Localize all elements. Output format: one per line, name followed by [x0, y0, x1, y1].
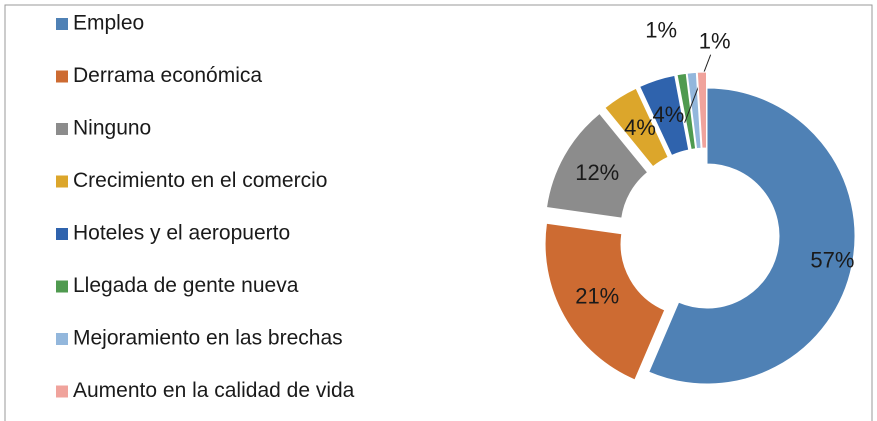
data-label: 4%	[653, 102, 685, 127]
donut-slice	[686, 71, 702, 150]
donut-slice	[676, 72, 697, 151]
data-label: 4%	[624, 115, 656, 140]
legend-swatch	[56, 70, 68, 83]
legend-label: Empleo	[73, 12, 144, 35]
legend-swatch	[56, 385, 68, 398]
legend-swatch	[56, 123, 68, 135]
legend-label: Mejoramiento en las brechas	[73, 327, 343, 350]
data-label: 1%	[699, 28, 731, 53]
legend-swatch	[56, 333, 68, 345]
legend-label: Ninguno	[73, 117, 151, 140]
donut-slice	[639, 74, 690, 157]
legend-label: Crecimiento en el comercio	[73, 169, 327, 192]
legend-swatch	[56, 280, 68, 293]
donut-slice	[545, 112, 649, 219]
data-label: 12%	[575, 160, 619, 185]
data-label: 21%	[575, 284, 619, 309]
donut-slice	[604, 87, 669, 168]
legend-swatch	[56, 228, 68, 240]
frame	[4, 4, 873, 421]
data-label: 57%	[810, 248, 854, 273]
legend-swatch	[56, 175, 68, 188]
leader-line	[684, 54, 712, 123]
legend-swatch	[56, 18, 68, 30]
donut-slice	[544, 222, 666, 381]
donut-slice	[648, 87, 856, 385]
legend-label: Hoteles y el aeropuerto	[73, 222, 290, 245]
donut-slice	[696, 71, 708, 149]
legend-label: Llegada de gente nueva	[73, 274, 299, 297]
legend-label: Derrama económica	[73, 64, 262, 87]
data-label: 1%	[645, 18, 677, 43]
legend-label: Aumento en la calidad de vida	[73, 379, 355, 402]
